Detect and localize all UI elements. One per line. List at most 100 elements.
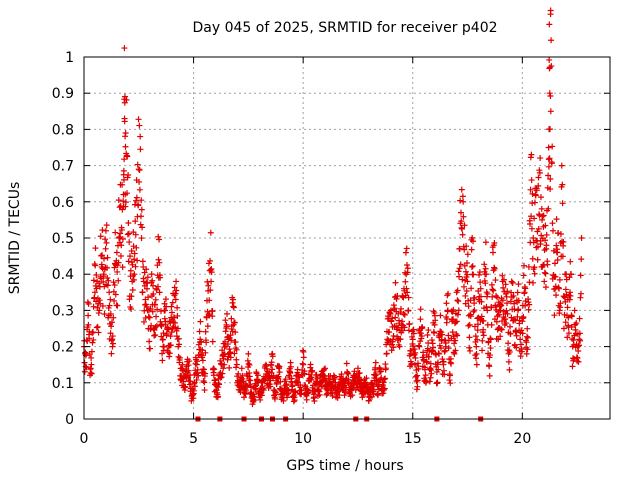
data-point (174, 304, 181, 311)
data-point (468, 263, 475, 270)
data-point (382, 375, 389, 382)
data-point (136, 186, 143, 193)
data-point (414, 383, 421, 390)
data-point (307, 361, 314, 368)
data-point (458, 218, 465, 225)
data-point (268, 359, 275, 366)
data-point (96, 307, 103, 314)
data-point (159, 336, 166, 343)
data-point (104, 264, 111, 271)
data-point (321, 366, 328, 373)
data-point (301, 368, 308, 375)
data-point (515, 281, 522, 288)
data-point (541, 278, 548, 285)
data-point (484, 290, 491, 297)
data-point (477, 293, 484, 300)
data-point (387, 307, 394, 314)
data-point (461, 222, 468, 229)
data-point (221, 351, 228, 358)
data-point (513, 332, 520, 339)
data-point (100, 271, 107, 278)
data-point (114, 268, 121, 275)
data-point (472, 352, 479, 359)
data-point (380, 386, 387, 393)
data-point (150, 291, 157, 298)
data-point (97, 233, 104, 240)
data-point (166, 350, 173, 357)
data-point (405, 307, 412, 314)
data-point (462, 292, 469, 299)
data-point (179, 361, 186, 368)
x-tick-label: 5 (189, 431, 198, 447)
data-point (523, 339, 530, 346)
data-point (554, 249, 561, 256)
data-point (298, 387, 305, 394)
data-point (548, 160, 555, 167)
data-point (529, 255, 536, 262)
data-point (136, 178, 143, 185)
data-point (547, 92, 554, 99)
data-point (115, 259, 122, 266)
data-point (547, 186, 554, 193)
data-point (386, 310, 393, 317)
data-point (541, 269, 548, 276)
data-point (480, 326, 487, 333)
data-point (437, 345, 444, 352)
data-point (445, 345, 452, 352)
data-point (486, 372, 493, 379)
data-point (454, 297, 461, 304)
data-point (219, 347, 226, 354)
data-point (131, 250, 138, 257)
data-point (139, 258, 146, 265)
data-point (574, 355, 581, 362)
data-point (102, 227, 109, 234)
data-point (472, 333, 479, 340)
data-point (546, 155, 553, 162)
data-point (447, 380, 454, 387)
data-point (211, 366, 218, 373)
data-point (128, 248, 135, 255)
data-point (169, 299, 176, 306)
data-point (162, 296, 169, 303)
data-point (466, 321, 473, 328)
data-point (136, 122, 143, 129)
data-point (481, 261, 488, 268)
data-point (224, 341, 231, 348)
data-point (547, 7, 554, 14)
data-point (507, 298, 514, 305)
data-point (401, 311, 408, 318)
data-point (428, 370, 435, 377)
data-point (466, 334, 473, 341)
data-point (205, 311, 212, 318)
data-point (542, 237, 549, 244)
data-point (412, 355, 419, 362)
data-point (562, 319, 569, 326)
data-point (226, 364, 233, 371)
data-point (235, 370, 242, 377)
data-point (452, 318, 459, 325)
data-point (117, 230, 124, 237)
data-point (129, 286, 136, 293)
data-point (287, 369, 294, 376)
data-point (469, 263, 476, 270)
data-point (155, 233, 162, 240)
data-point (197, 318, 204, 325)
axis-ticks: 00.10.20.30.40.50.60.70.80.910 5 10 15 20 (52, 50, 610, 447)
data-point (428, 337, 435, 344)
data-point (303, 396, 310, 403)
data-point (209, 338, 216, 345)
data-point (159, 357, 166, 364)
data-point (564, 304, 571, 311)
data-point (500, 284, 507, 291)
data-point (577, 337, 584, 344)
data-point (201, 387, 208, 394)
data-point (305, 389, 312, 396)
data-point (131, 256, 138, 263)
data-point (524, 325, 531, 332)
data-point (455, 298, 462, 305)
y-tick-label: 0.9 (52, 86, 74, 102)
data-point (547, 108, 554, 115)
data-point (477, 285, 484, 292)
data-point (557, 300, 564, 307)
data-point (125, 171, 132, 178)
